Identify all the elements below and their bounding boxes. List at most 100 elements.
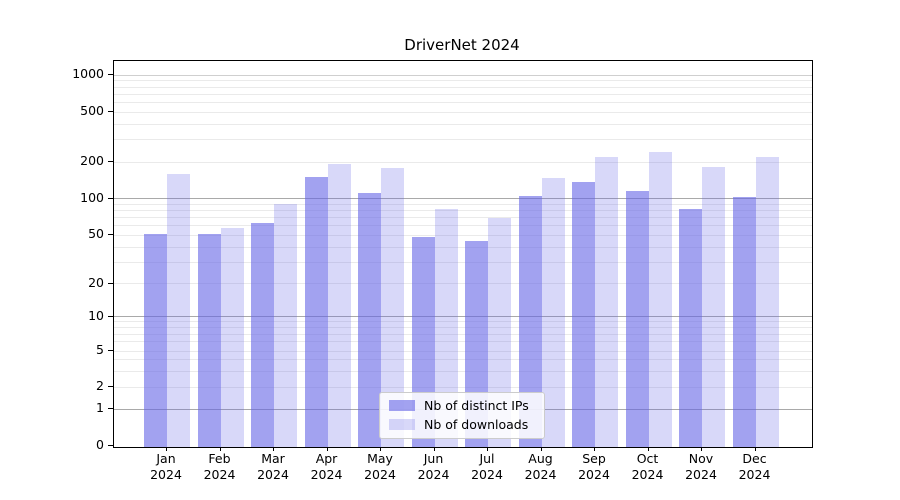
gridline — [114, 123, 812, 125]
chart-title: DriverNet 2024 — [404, 36, 520, 54]
bar-distinct-ips — [251, 223, 274, 447]
y-tick-label: 500 — [80, 103, 104, 118]
x-tick-label: Jun 2024 — [417, 451, 450, 482]
bar-distinct-ips — [304, 177, 328, 447]
y-tick-label: 2 — [96, 378, 104, 393]
gridline — [114, 209, 812, 211]
gridline — [114, 321, 812, 323]
bar-distinct-ips — [518, 195, 542, 447]
x-tick-mark — [380, 447, 381, 451]
legend-swatch-downloads — [389, 419, 415, 430]
gridline — [114, 225, 812, 227]
x-tick-label: Aug 2024 — [524, 451, 557, 482]
y-tick-mark — [108, 74, 113, 76]
gridline — [114, 234, 812, 236]
bar-downloads — [648, 152, 672, 447]
y-tick-mark — [108, 408, 113, 409]
y-tick-mark — [108, 234, 113, 236]
legend-label: Nb of downloads — [424, 417, 529, 432]
x-tick-label: Jan 2024 — [150, 451, 182, 482]
y-tick-label: 5 — [96, 342, 104, 357]
legend: Nb of distinct IPs Nb of downloads — [379, 392, 545, 439]
x-tick-label: Mar 2024 — [257, 451, 289, 482]
gridline — [114, 316, 812, 317]
bar-distinct-ips — [625, 190, 649, 447]
gridline — [114, 74, 812, 76]
gridline — [114, 246, 812, 248]
x-tick-label: Oct 2024 — [631, 451, 664, 482]
y-tick-label: 1 — [96, 400, 104, 415]
x-tick-mark — [594, 447, 595, 451]
legend-label: Nb of distinct IPs — [424, 398, 529, 413]
gridline — [114, 198, 812, 200]
y-tick-mark — [108, 350, 113, 351]
legend-swatch-distinct-ips — [389, 400, 415, 411]
bar-distinct-ips — [197, 234, 221, 447]
x-tick-mark — [166, 447, 167, 451]
gridline — [114, 386, 812, 388]
gridline — [114, 111, 812, 113]
gridline — [114, 161, 812, 163]
gridline — [114, 80, 812, 82]
gridline — [114, 86, 812, 88]
legend-item-distinct-ips: Nb of distinct IPs — [389, 398, 535, 413]
x-tick-mark — [540, 447, 542, 451]
bar-distinct-ips — [572, 182, 595, 447]
gridline — [114, 203, 812, 205]
y-tick-label: 1000 — [72, 66, 104, 82]
bar-downloads — [167, 174, 190, 447]
bar-distinct-ips — [358, 192, 381, 447]
bar-distinct-ips — [144, 234, 167, 447]
bar-downloads — [220, 228, 244, 447]
legend-item-downloads: Nb of downloads — [389, 417, 535, 432]
y-tick-mark — [108, 386, 113, 387]
y-tick-mark — [108, 315, 113, 317]
bar-downloads — [274, 203, 297, 447]
bar-downloads — [755, 156, 779, 447]
plot-area: Nb of distinct IPs Nb of downloads — [113, 60, 813, 448]
y-tick-label: 10 — [88, 307, 104, 323]
x-tick-label: Jul 2024 — [471, 451, 503, 482]
gridline — [114, 261, 812, 263]
y-tick-mark — [108, 282, 113, 284]
bar-downloads — [702, 167, 725, 447]
x-tick-label: Dec 2024 — [738, 451, 771, 482]
y-tick-label: 50 — [88, 226, 104, 242]
x-tick-mark — [647, 447, 649, 451]
gridline — [114, 341, 812, 343]
y-tick-mark — [108, 445, 113, 446]
x-tick-mark — [487, 447, 488, 451]
x-tick-mark — [219, 447, 221, 451]
gridline — [114, 139, 812, 141]
x-tick-label: Nov 2024 — [685, 451, 717, 482]
x-tick-label: Feb 2024 — [203, 451, 236, 482]
gridline — [114, 359, 812, 361]
bar-downloads — [595, 157, 618, 447]
bar-distinct-ips — [679, 208, 702, 447]
bar-downloads — [381, 168, 404, 447]
gridline — [114, 93, 812, 95]
y-tick-mark — [108, 161, 113, 162]
y-tick-mark — [108, 197, 113, 199]
gridline — [114, 217, 812, 219]
x-tick-mark — [326, 447, 328, 451]
y-tick-label: 200 — [80, 153, 104, 168]
x-tick-mark — [701, 447, 702, 451]
bar-downloads — [488, 218, 511, 447]
gridline — [114, 350, 812, 352]
x-tick-label: May 2024 — [364, 451, 396, 482]
bar-downloads — [327, 163, 351, 447]
x-tick-label: Apr 2024 — [310, 451, 343, 482]
y-tick-mark — [108, 111, 113, 112]
x-tick-label: Sep 2024 — [578, 451, 610, 482]
gridline — [114, 370, 812, 372]
gridline — [114, 283, 812, 284]
gridline — [114, 101, 812, 103]
bar-downloads — [434, 209, 458, 447]
x-tick-mark — [433, 447, 435, 451]
y-tick-label: 100 — [80, 189, 104, 205]
y-tick-label: 0 — [96, 437, 104, 452]
bar-downloads — [541, 177, 565, 447]
x-tick-mark — [273, 447, 274, 451]
